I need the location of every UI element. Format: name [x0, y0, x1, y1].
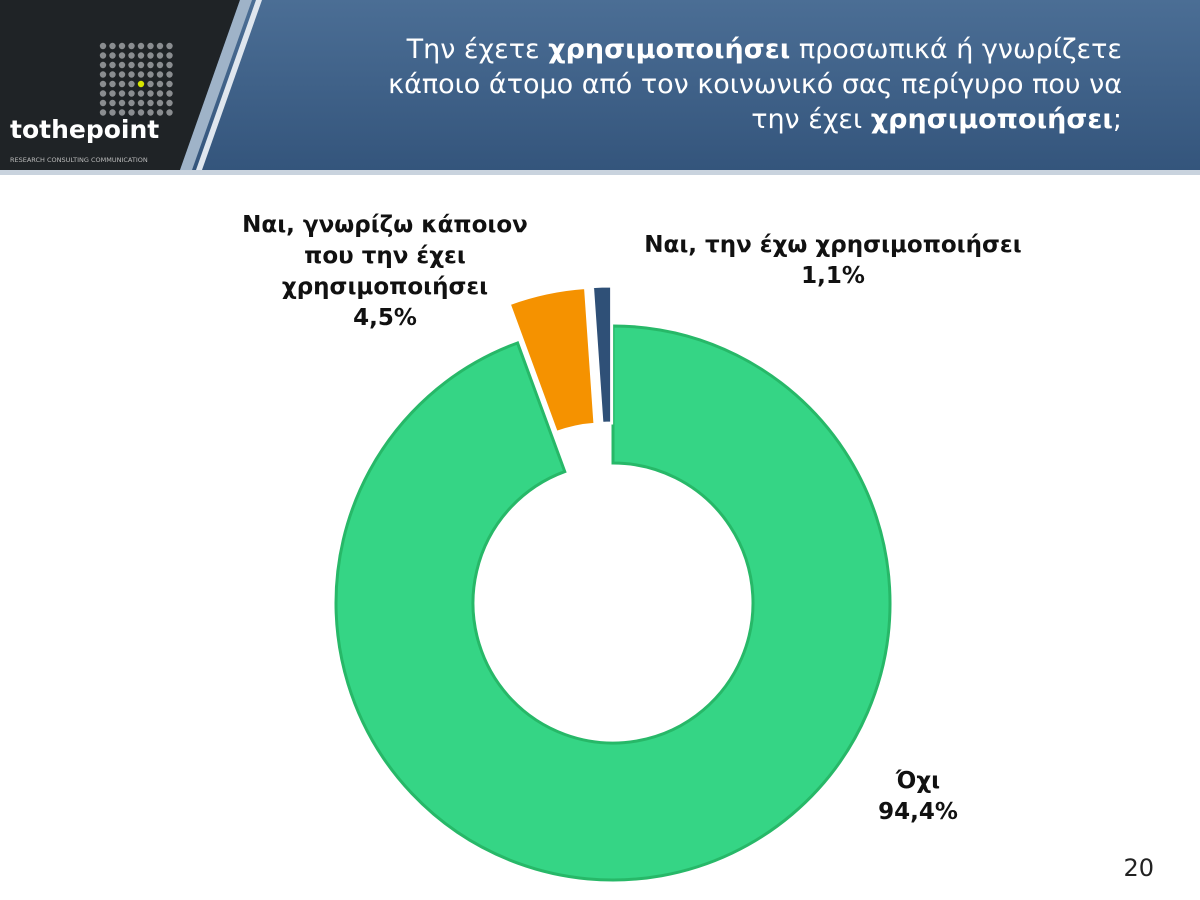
- category-label: Όχι: [895, 768, 941, 794]
- dot: [99, 90, 107, 97]
- dot: [147, 42, 154, 50]
- value-label: 94,4%: [878, 799, 958, 825]
- dot: [166, 109, 173, 116]
- slice-label: Ναι, γνωρίζω κάποιον που την έχει χρησιμ…: [225, 210, 545, 334]
- logo-text: tothepoint: [10, 115, 159, 144]
- dot: [99, 42, 107, 50]
- dot: [156, 90, 164, 97]
- dot: [109, 42, 116, 50]
- logo-tagline: RESEARCH CONSULTING COMMUNICATION: [10, 156, 148, 164]
- dot: [147, 52, 154, 59]
- dot: [128, 61, 135, 69]
- dot: [109, 80, 116, 88]
- dot: [118, 80, 126, 88]
- dot: [128, 52, 135, 59]
- dot: [156, 61, 164, 69]
- dot: [118, 99, 126, 107]
- chart-title: Την έχετε χρησιμοποιήσει προσωπικά ή γνω…: [342, 32, 1122, 137]
- dot: [128, 80, 135, 88]
- dot: [99, 61, 107, 69]
- dot: [109, 71, 116, 78]
- dot: [166, 80, 173, 88]
- stripe: [196, 0, 262, 170]
- category-label: Ναι, γνωρίζω κάποιον που την έχει χρησιμ…: [242, 212, 528, 300]
- slice: [507, 285, 597, 435]
- dot: [109, 61, 116, 69]
- dot: [166, 61, 173, 69]
- dot: [128, 99, 135, 107]
- dot: [99, 109, 107, 116]
- slice-label: Ναι, την έχω χρησιμοποιήσει 1,1%: [620, 230, 1046, 292]
- dot: [166, 90, 173, 97]
- dot: [156, 42, 164, 50]
- dot: [118, 90, 126, 97]
- dot: [109, 90, 116, 97]
- dot: [118, 71, 126, 78]
- dot: [99, 52, 107, 59]
- value-label: 1,1%: [801, 263, 865, 289]
- dot: [166, 42, 173, 50]
- title-part: ;: [1112, 104, 1122, 135]
- dot: [166, 71, 173, 78]
- dot: [147, 99, 154, 107]
- dot: [109, 52, 116, 59]
- dot: [99, 99, 107, 107]
- dot: [109, 99, 116, 107]
- dot: [137, 52, 145, 59]
- dot: [128, 71, 135, 78]
- dot: [118, 52, 126, 59]
- dot: [147, 71, 154, 78]
- dot: [156, 71, 164, 78]
- dot: [137, 99, 145, 107]
- title-part: προσωπικά ή γνωρίζετε κάποιο άτομο από τ…: [388, 34, 1122, 135]
- dot: [156, 109, 164, 116]
- dot: [156, 80, 164, 88]
- dot: [156, 52, 164, 59]
- dot: [137, 109, 145, 116]
- slice: [334, 324, 892, 882]
- dot: [99, 80, 107, 88]
- title-part: χρησιμοποιήσει: [870, 104, 1113, 135]
- dot: [147, 109, 154, 116]
- dot: [109, 109, 116, 116]
- title-part: Την έχετε: [406, 34, 549, 65]
- category-label: Ναι, την έχω χρησιμοποιήσει: [644, 232, 1022, 258]
- dot: [166, 99, 173, 107]
- dot: [118, 61, 126, 69]
- logo-dots: [99, 42, 173, 116]
- dot: [137, 80, 145, 88]
- slice-label: Όχι 94,4%: [830, 766, 1006, 828]
- value-label: 4,5%: [353, 305, 417, 331]
- dot: [147, 90, 154, 97]
- title-part: χρησιμοποιήσει: [548, 34, 791, 65]
- dot: [99, 71, 107, 78]
- dot: [147, 61, 154, 69]
- dot: [156, 99, 164, 107]
- dot: [128, 90, 135, 97]
- dot: [128, 42, 135, 50]
- stripe: [180, 0, 252, 170]
- donut: [334, 284, 892, 882]
- dot: [166, 52, 173, 59]
- header-shadow: [0, 170, 1200, 175]
- slice: [590, 284, 614, 425]
- dot: [137, 90, 145, 97]
- dot: [137, 71, 145, 78]
- dot: [137, 61, 145, 69]
- dot: [118, 42, 126, 50]
- dot: [118, 109, 126, 116]
- dot: [137, 42, 145, 50]
- dot: [147, 80, 154, 88]
- dot: [128, 109, 135, 116]
- page-number: 20: [1123, 854, 1154, 882]
